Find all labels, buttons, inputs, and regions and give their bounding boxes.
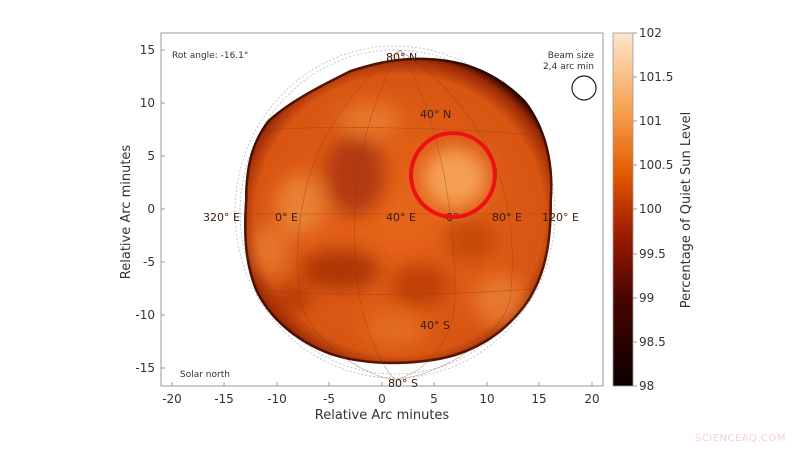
- svg-text:5: 5: [430, 392, 438, 406]
- svg-text:-20: -20: [162, 392, 182, 406]
- svg-text:-5: -5: [323, 392, 335, 406]
- svg-text:10: 10: [140, 96, 155, 110]
- solar-north-label: Solar north: [180, 370, 230, 380]
- rot-angle-label: Rot angle: -16.1°: [172, 51, 248, 61]
- beam-size-circle: [571, 75, 597, 101]
- beam-size-value: 2,4 arc min: [543, 62, 594, 72]
- svg-text:-15: -15: [135, 361, 155, 375]
- x-axis-label: Relative Arc minutes: [315, 408, 450, 423]
- y-axis-label: Relative Arc minutes: [119, 145, 134, 280]
- colorbar-label: Percentage of Quiet Sun Level: [679, 112, 694, 308]
- sun-disk: [244, 57, 553, 365]
- colorbar-ticks: [633, 32, 637, 387]
- svg-text:-10: -10: [267, 392, 287, 406]
- lat-80s-label: 80° S: [388, 377, 418, 390]
- svg-text:0: 0: [378, 392, 386, 406]
- svg-text:98.5: 98.5: [639, 335, 666, 349]
- svg-text:10: 10: [479, 392, 494, 406]
- svg-text:15: 15: [140, 43, 155, 57]
- svg-text:102: 102: [639, 26, 662, 40]
- y-axis-tick-labels: 15 10 5 0 -5 -10 -15: [135, 43, 155, 375]
- lon-320e-label: 320° E: [203, 211, 240, 224]
- svg-text:15: 15: [531, 392, 546, 406]
- svg-text:5: 5: [147, 149, 155, 163]
- svg-text:20: 20: [584, 392, 599, 406]
- lon-80e-label: 80° E: [492, 211, 522, 224]
- highlight-circle: [409, 131, 497, 219]
- colorbar-tick-labels: 102 101.5 101 100.5 100 99.5 99 98.5 98: [639, 26, 673, 393]
- svg-text:100: 100: [639, 202, 662, 216]
- heliographic-grid: [240, 49, 555, 381]
- svg-text:101.5: 101.5: [639, 70, 673, 84]
- lat-40n-label: 40° N: [420, 108, 451, 121]
- svg-text:-5: -5: [143, 255, 155, 269]
- beam-size-title: Beam size: [548, 51, 595, 61]
- svg-text:-10: -10: [135, 308, 155, 322]
- y-axis-ticks: [161, 49, 165, 369]
- lon-40e-label: 40° E: [386, 211, 416, 224]
- x-axis-tick-labels: -20 -15 -10 -5 0 5 10 15 20: [162, 392, 599, 406]
- svg-text:99.5: 99.5: [639, 247, 666, 261]
- lat-40s-label: 40° S: [420, 319, 450, 332]
- lon-120e-label: 120° E: [542, 211, 579, 224]
- watermark: SCIENCEAQ.COM: [694, 433, 786, 444]
- lat-80n-label: 80° N: [386, 51, 417, 64]
- svg-text:98: 98: [639, 379, 654, 393]
- x-axis-ticks: [171, 382, 593, 386]
- colorbar: [612, 32, 634, 387]
- svg-text:100.5: 100.5: [639, 158, 673, 172]
- svg-text:99: 99: [639, 291, 654, 305]
- lon-0e-label: 0° E: [275, 211, 298, 224]
- svg-text:0: 0: [147, 202, 155, 216]
- svg-text:-15: -15: [214, 392, 234, 406]
- svg-text:101: 101: [639, 114, 662, 128]
